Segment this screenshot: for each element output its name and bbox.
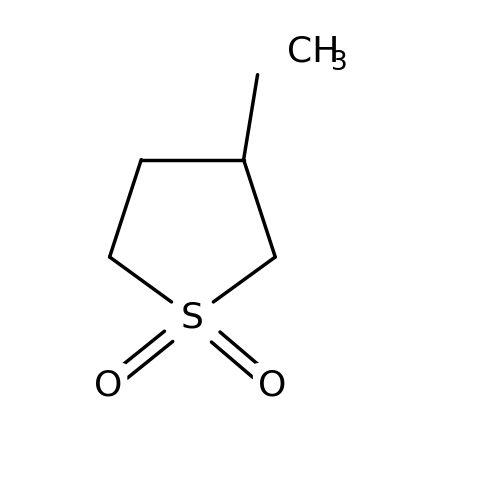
Text: O: O bbox=[93, 368, 122, 402]
Text: CH: CH bbox=[286, 34, 339, 68]
Text: 3: 3 bbox=[331, 50, 348, 76]
Text: O: O bbox=[258, 368, 286, 402]
Text: S: S bbox=[181, 300, 204, 334]
